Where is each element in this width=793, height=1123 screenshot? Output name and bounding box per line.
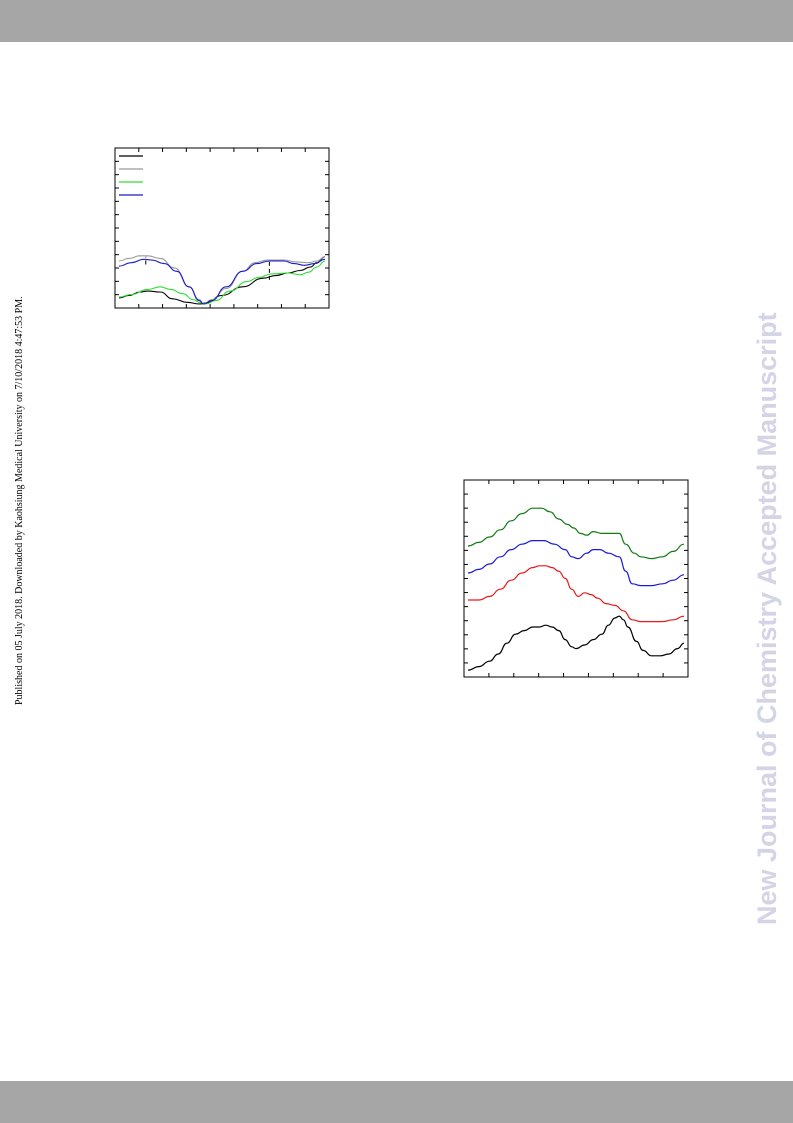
series-group <box>467 507 685 671</box>
tick-marks <box>115 148 329 308</box>
header-bar <box>0 0 793 42</box>
watermark: New Journal of Chemistry Accepted Manusc… <box>752 312 782 925</box>
publication-note: Published on 05 July 2018. Downloaded by… <box>14 296 25 705</box>
series-line-4 <box>467 507 685 560</box>
series-line-1 <box>467 615 685 671</box>
series-line-2 <box>468 565 685 623</box>
plot-frame <box>463 479 689 678</box>
series-line-3 <box>118 260 326 305</box>
tick-marks <box>464 480 688 677</box>
series-group <box>118 255 326 305</box>
legend <box>119 155 143 196</box>
series-line-3 <box>467 540 685 587</box>
figure-1-chart <box>114 147 330 309</box>
footer-bar <box>0 1081 793 1123</box>
plot-frame <box>114 147 330 309</box>
series-line-2 <box>118 255 326 305</box>
figure-2-chart <box>463 479 689 678</box>
series-line-4 <box>118 258 326 305</box>
